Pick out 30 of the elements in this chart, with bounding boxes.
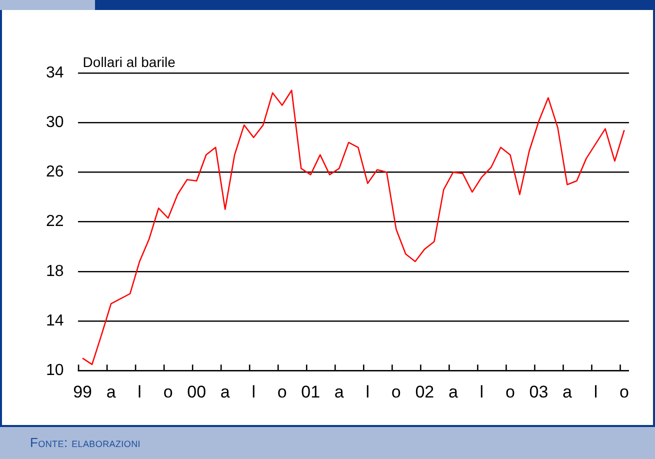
y-tick-label: 10 <box>46 362 64 380</box>
y-tick-label: 34 <box>46 64 64 82</box>
x-tick-label: o <box>277 382 287 402</box>
x-tick-label: o <box>391 382 401 402</box>
x-tick-label: 03 <box>529 382 548 402</box>
source-note: Fonte: elaborazioni <box>30 435 140 450</box>
x-tick-label: l <box>480 382 484 402</box>
x-tick-label: a <box>334 382 344 402</box>
y-tick-label: 14 <box>46 312 64 330</box>
x-tick-label: o <box>163 382 173 402</box>
x-tick-label: 00 <box>187 382 206 402</box>
x-tick-label: o <box>505 382 515 402</box>
x-tick-label: l <box>366 382 370 402</box>
x-tick-label: a <box>562 382 572 402</box>
x-tick-label: a <box>106 382 116 402</box>
x-tick-label: o <box>620 382 629 402</box>
x-tick-label: l <box>594 382 598 402</box>
footer-strip: Fonte: elaborazioni <box>0 425 655 459</box>
y-tick-label: 22 <box>46 213 64 230</box>
x-tick-label: 99 <box>73 382 92 402</box>
y-tick-label: 26 <box>46 164 64 181</box>
y-axis-title: Dollari al barile <box>82 54 176 70</box>
x-tick-label: l <box>252 382 256 402</box>
y-tick-label: 18 <box>46 262 64 280</box>
x-tick-label: 01 <box>301 382 320 402</box>
x-tick-label: a <box>220 382 230 402</box>
x-tick-label: 02 <box>415 382 434 402</box>
x-tick-label: a <box>448 382 458 402</box>
x-tick-label: l <box>138 382 142 402</box>
y-tick-label: 30 <box>46 114 64 132</box>
